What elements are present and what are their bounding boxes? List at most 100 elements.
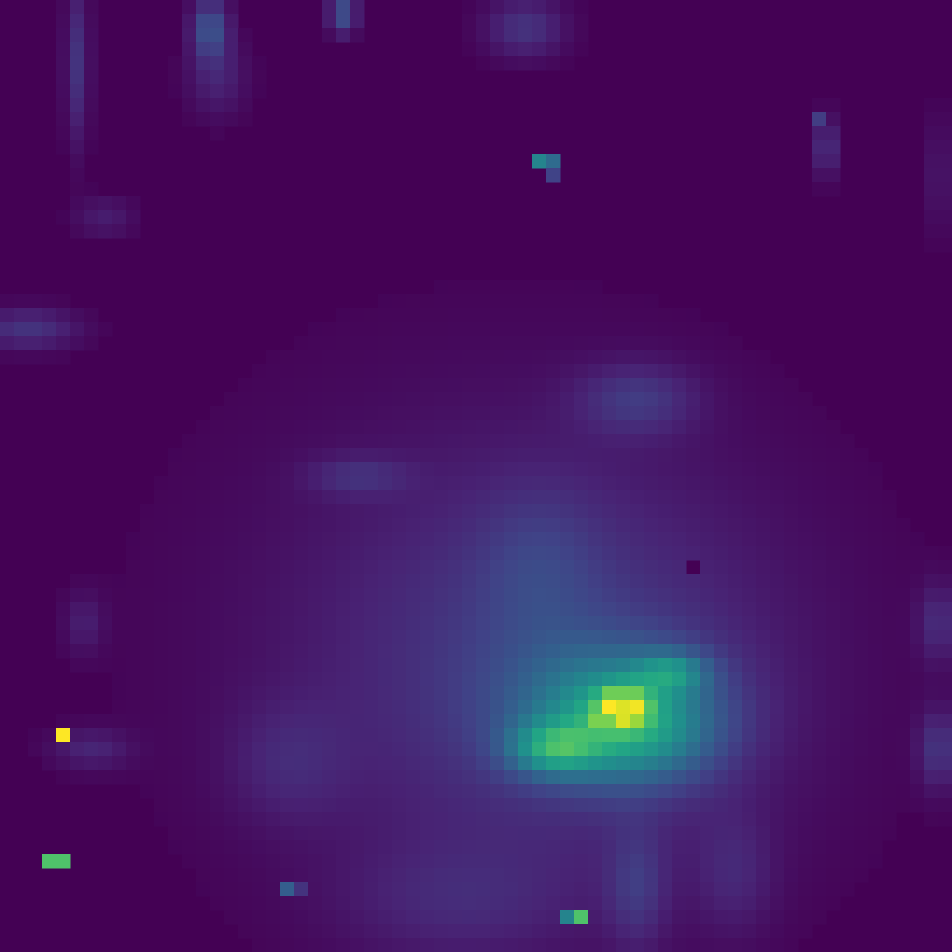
- heatmap-cell: [742, 350, 757, 365]
- heatmap-cell: [938, 210, 952, 225]
- heatmap-cell: [210, 406, 225, 421]
- heatmap-cell: [700, 434, 715, 449]
- heatmap-cell: [154, 490, 169, 505]
- heatmap-cell: [686, 546, 701, 561]
- heatmap-cell: [238, 812, 253, 827]
- heatmap-cell: [378, 336, 393, 351]
- heatmap-cell: [14, 322, 29, 337]
- heatmap-cell: [574, 406, 589, 421]
- heatmap-cell: [714, 840, 729, 855]
- heatmap-cell: [238, 742, 253, 757]
- heatmap-cell: [70, 210, 85, 225]
- heatmap-cell: [728, 420, 743, 435]
- heatmap-cell: [770, 490, 785, 505]
- heatmap-cell: [644, 854, 659, 869]
- heatmap-cell: [364, 574, 379, 589]
- heatmap-cell: [238, 588, 253, 603]
- heatmap-cell: [322, 798, 337, 813]
- heatmap-cell: [532, 840, 547, 855]
- heatmap-cell: [392, 616, 407, 631]
- heatmap-cell: [350, 364, 365, 379]
- heatmap-cell: [574, 420, 589, 435]
- heatmap-cell: [588, 770, 603, 785]
- heatmap-cell: [448, 350, 463, 365]
- heatmap-cell: [252, 588, 267, 603]
- heatmap-cell: [238, 504, 253, 519]
- heatmap-cell: [294, 672, 309, 687]
- heatmap-cell: [476, 798, 491, 813]
- heatmap-cell: [532, 448, 547, 463]
- heatmap-cell: [294, 546, 309, 561]
- heatmap-cell: [266, 924, 281, 939]
- heatmap-cell: [560, 434, 575, 449]
- heatmap-cell: [266, 882, 281, 897]
- heatmap-cell: [770, 840, 785, 855]
- heatmap-cell: [868, 798, 883, 813]
- heatmap-cell: [854, 868, 869, 883]
- heatmap-cell: [630, 924, 645, 939]
- heatmap-cell: [98, 658, 113, 673]
- heatmap-cell: [672, 546, 687, 561]
- heatmap-cell: [630, 546, 645, 561]
- heatmap-cell: [490, 588, 505, 603]
- heatmap-cell: [350, 784, 365, 799]
- heatmap-cell: [392, 896, 407, 911]
- heatmap-cell: [210, 462, 225, 477]
- heatmap-cell: [252, 602, 267, 617]
- heatmap-cell: [196, 84, 211, 99]
- heatmap-cell: [224, 490, 239, 505]
- heatmap-cell: [896, 770, 911, 785]
- heatmap-cell: [280, 476, 295, 491]
- heatmap-cell: [700, 840, 715, 855]
- heatmap-cell: [224, 910, 239, 925]
- heatmap-cell: [406, 294, 421, 309]
- heatmap-cell: [672, 462, 687, 477]
- heatmap-cell: [84, 644, 99, 659]
- heatmap-cell: [14, 350, 29, 365]
- heatmap-cell: [630, 700, 645, 715]
- heatmap-cell: [882, 588, 897, 603]
- heatmap-cell: [0, 308, 15, 323]
- heatmap-cell: [574, 868, 589, 883]
- heatmap-cell: [224, 84, 239, 99]
- heatmap-cell: [252, 504, 267, 519]
- heatmap-cell: [644, 644, 659, 659]
- heatmap-cell: [462, 588, 477, 603]
- heatmap-cell: [196, 742, 211, 757]
- heatmap-cell: [770, 420, 785, 435]
- heatmap-cell: [672, 770, 687, 785]
- heatmap-cell: [728, 588, 743, 603]
- heatmap-cell: [504, 672, 519, 687]
- heatmap-cell: [644, 588, 659, 603]
- heatmap-cell: [518, 602, 533, 617]
- heatmap-cell: [826, 434, 841, 449]
- heatmap-cell: [742, 504, 757, 519]
- heatmap-cell: [364, 448, 379, 463]
- heatmap-cell: [322, 672, 337, 687]
- heatmap-cell: [434, 588, 449, 603]
- heatmap-cell: [70, 28, 85, 43]
- heatmap-cell: [238, 840, 253, 855]
- heatmap-cell: [644, 308, 659, 323]
- heatmap-cell: [910, 686, 925, 701]
- heatmap-cell: [728, 392, 743, 407]
- heatmap-cell: [70, 168, 85, 183]
- heatmap-cell: [854, 560, 869, 575]
- heatmap-cell: [868, 504, 883, 519]
- heatmap-cell: [616, 476, 631, 491]
- heatmap-cell: [686, 532, 701, 547]
- heatmap-cell: [448, 854, 463, 869]
- heatmap-cell: [294, 462, 309, 477]
- heatmap-cell: [84, 56, 99, 71]
- heatmap-cell: [882, 770, 897, 785]
- heatmap-cell: [182, 742, 197, 757]
- heatmap-cell: [462, 0, 477, 15]
- heatmap-cell: [826, 448, 841, 463]
- heatmap-cell: [532, 518, 547, 533]
- heatmap-cell: [826, 812, 841, 827]
- heatmap-cell: [238, 574, 253, 589]
- heatmap-cell: [574, 588, 589, 603]
- heatmap-cell: [784, 910, 799, 925]
- heatmap-cell: [574, 434, 589, 449]
- heatmap-cell: [210, 574, 225, 589]
